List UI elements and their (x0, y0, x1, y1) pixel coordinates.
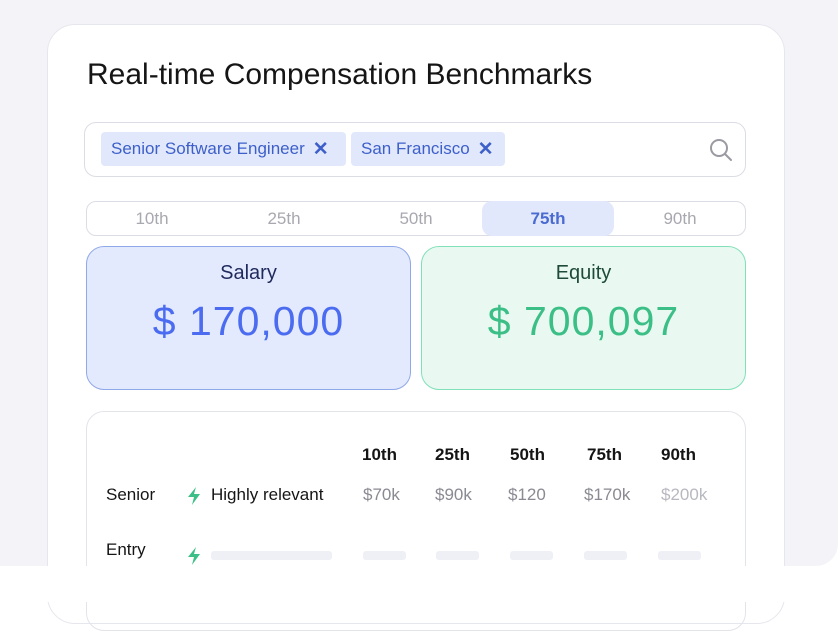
row-label: Entry (106, 540, 146, 559)
column-header: 10th (362, 445, 397, 464)
tag-text: Senior Software Engineer (111, 139, 305, 158)
cell: $120 (508, 485, 546, 504)
filter-tag[interactable]: San Francisco ✕ (351, 132, 505, 166)
tab-active[interactable]: 75th (482, 201, 614, 236)
placeholder (436, 551, 479, 560)
column-header: 75th (587, 445, 622, 464)
tab[interactable]: 50th (399, 208, 433, 228)
currency: $ (487, 298, 512, 344)
viewport-edge (0, 566, 838, 602)
column-header: 50th (510, 445, 545, 464)
remove-icon[interactable]: ✕ (477, 138, 494, 160)
search-box[interactable] (84, 122, 746, 177)
title: Real-time Compensation Benchmarks (87, 58, 593, 91)
filter-tag[interactable]: Senior Software Engineer ✕ (101, 132, 346, 166)
card-amount: $ 170,000 (86, 298, 411, 345)
card-label: Salary (220, 262, 277, 284)
cell: $170k (584, 485, 631, 504)
salary-card (86, 246, 411, 390)
currency: $ (152, 298, 177, 344)
relevance-tag: Highly relevant (211, 485, 324, 504)
placeholder (211, 551, 332, 560)
bolt-icon (188, 547, 200, 565)
cell: $70k (363, 485, 400, 504)
amount: 700,097 (524, 298, 680, 344)
amount: 170,000 (189, 298, 345, 344)
search-icon[interactable] (708, 137, 734, 163)
remove-icon[interactable]: ✕ (312, 138, 329, 160)
placeholder (510, 551, 553, 560)
bolt-icon (188, 487, 200, 505)
cell: $200k (661, 485, 708, 504)
cell: $90k (435, 485, 472, 504)
column-header: 90th (661, 445, 696, 464)
card-amount: $ 700,097 (421, 298, 746, 345)
column-header: 25th (435, 445, 470, 464)
tag-text: San Francisco (361, 139, 470, 158)
row-label: Senior (106, 485, 156, 504)
tab-bar (86, 201, 746, 236)
tab[interactable]: 25th (267, 208, 301, 228)
placeholder (363, 551, 406, 560)
card-label: Equity (555, 262, 612, 284)
tab[interactable]: 10th (135, 208, 169, 228)
placeholder (658, 551, 701, 560)
equity-card (421, 246, 746, 390)
tab[interactable]: 90th (663, 208, 697, 228)
placeholder (584, 551, 627, 560)
